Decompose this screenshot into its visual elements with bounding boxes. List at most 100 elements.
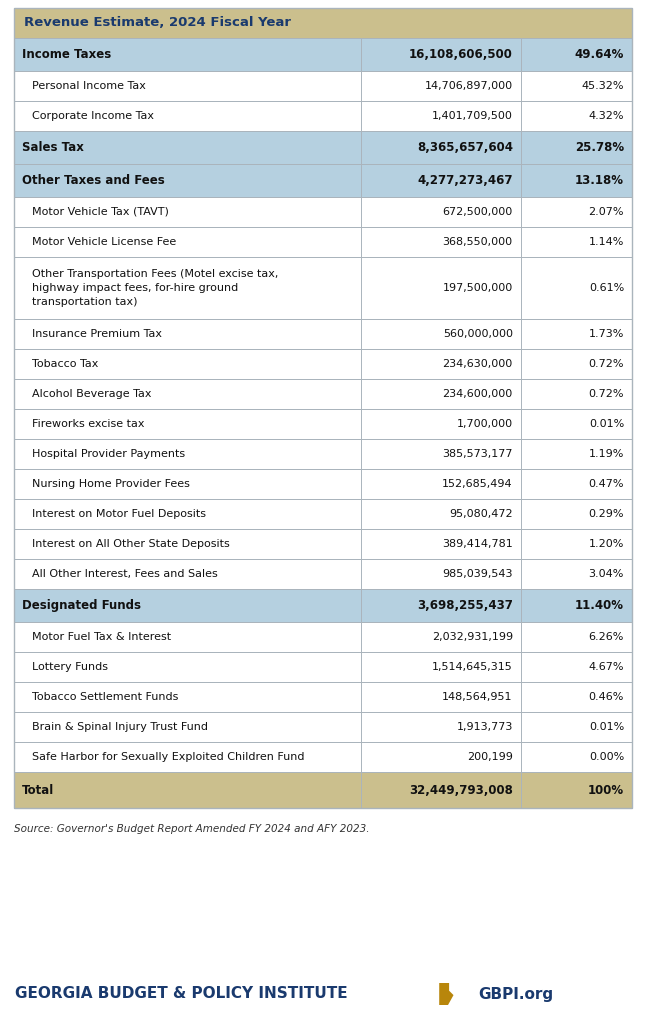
Bar <box>14 622 632 652</box>
Text: 1.73%: 1.73% <box>589 329 624 339</box>
Text: 385,573,177: 385,573,177 <box>443 449 513 459</box>
Text: 197,500,000: 197,500,000 <box>443 283 513 293</box>
Text: 1.19%: 1.19% <box>589 449 624 459</box>
Text: 0.72%: 0.72% <box>589 389 624 399</box>
Bar <box>14 379 632 409</box>
Bar <box>14 131 632 164</box>
Bar <box>14 101 632 131</box>
Bar <box>14 257 632 319</box>
Text: 200,199: 200,199 <box>467 752 513 762</box>
Text: 0.61%: 0.61% <box>589 283 624 293</box>
Bar <box>14 349 632 379</box>
Text: Lottery Funds: Lottery Funds <box>32 662 108 672</box>
Text: 234,630,000: 234,630,000 <box>443 359 513 369</box>
Text: 4.67%: 4.67% <box>589 662 624 672</box>
Bar <box>14 559 632 589</box>
Text: 8,365,657,604: 8,365,657,604 <box>417 141 513 154</box>
Text: 16,108,606,500: 16,108,606,500 <box>409 48 513 61</box>
Bar <box>14 319 632 349</box>
Text: Interest on All Other State Deposits: Interest on All Other State Deposits <box>32 539 230 549</box>
Text: 1,913,773: 1,913,773 <box>456 722 513 732</box>
Text: 4,277,273,467: 4,277,273,467 <box>417 174 513 187</box>
Bar <box>14 409 632 439</box>
Polygon shape <box>439 983 453 1005</box>
Text: 985,039,543: 985,039,543 <box>443 569 513 579</box>
Bar <box>14 712 632 742</box>
Text: Designated Funds: Designated Funds <box>22 599 141 612</box>
Bar <box>14 439 632 469</box>
Text: 2.07%: 2.07% <box>589 207 624 217</box>
Text: 234,600,000: 234,600,000 <box>443 389 513 399</box>
Text: 0.01%: 0.01% <box>589 419 624 429</box>
Text: 1.14%: 1.14% <box>589 237 624 247</box>
Text: 560,000,000: 560,000,000 <box>443 329 513 339</box>
Bar <box>14 499 632 529</box>
Text: All Other Interest, Fees and Sales: All Other Interest, Fees and Sales <box>32 569 218 579</box>
Text: 13.18%: 13.18% <box>575 174 624 187</box>
Bar <box>14 227 632 257</box>
Text: Motor Vehicle Tax (TAVT): Motor Vehicle Tax (TAVT) <box>32 207 169 217</box>
Text: Alcohol Beverage Tax: Alcohol Beverage Tax <box>32 389 152 399</box>
Text: Income Taxes: Income Taxes <box>22 48 111 61</box>
Text: GEORGIA BUDGET & POLICY INSTITUTE: GEORGIA BUDGET & POLICY INSTITUTE <box>15 986 347 1001</box>
Text: Nursing Home Provider Fees: Nursing Home Provider Fees <box>32 479 190 489</box>
Bar <box>14 682 632 712</box>
Text: Tobacco Settlement Funds: Tobacco Settlement Funds <box>32 692 178 702</box>
Bar <box>14 164 632 197</box>
Text: 152,685,494: 152,685,494 <box>442 479 513 489</box>
Text: 0.00%: 0.00% <box>589 752 624 762</box>
Text: 1,700,000: 1,700,000 <box>457 419 513 429</box>
Bar <box>14 652 632 682</box>
Text: 3,698,255,437: 3,698,255,437 <box>417 599 513 612</box>
Text: Other Transportation Fees (Motel excise tax,
highway impact fees, for-hire groun: Other Transportation Fees (Motel excise … <box>32 269 278 307</box>
Text: 25.78%: 25.78% <box>575 141 624 154</box>
Bar <box>14 469 632 499</box>
Bar <box>14 8 632 808</box>
Text: Source: Governor's Budget Report Amended FY 2024 and AFY 2023.: Source: Governor's Budget Report Amended… <box>14 824 370 834</box>
Text: 1,401,709,500: 1,401,709,500 <box>432 111 513 121</box>
Text: GBPI.org: GBPI.org <box>478 986 553 1001</box>
Text: 11.40%: 11.40% <box>575 599 624 612</box>
Text: 672,500,000: 672,500,000 <box>443 207 513 217</box>
Text: Brain & Spinal Injury Trust Fund: Brain & Spinal Injury Trust Fund <box>32 722 208 732</box>
Text: Personal Income Tax: Personal Income Tax <box>32 81 146 91</box>
Text: 389,414,781: 389,414,781 <box>442 539 513 549</box>
Text: Corporate Income Tax: Corporate Income Tax <box>32 111 154 121</box>
Text: 1,514,645,315: 1,514,645,315 <box>432 662 513 672</box>
Text: Fireworks excise tax: Fireworks excise tax <box>32 419 145 429</box>
Bar <box>14 772 632 808</box>
Text: Revenue Estimate, 2024 Fiscal Year: Revenue Estimate, 2024 Fiscal Year <box>24 16 291 30</box>
Text: Sales Tax: Sales Tax <box>22 141 84 154</box>
Text: 2,032,931,199: 2,032,931,199 <box>432 632 513 642</box>
Bar <box>14 742 632 772</box>
Text: Motor Fuel Tax & Interest: Motor Fuel Tax & Interest <box>32 632 171 642</box>
Text: 0.46%: 0.46% <box>589 692 624 702</box>
Text: 32,449,793,008: 32,449,793,008 <box>409 783 513 797</box>
Text: 0.01%: 0.01% <box>589 722 624 732</box>
Bar <box>14 197 632 227</box>
Text: Interest on Motor Fuel Deposits: Interest on Motor Fuel Deposits <box>32 509 206 519</box>
Text: 148,564,951: 148,564,951 <box>443 692 513 702</box>
Bar <box>14 529 632 559</box>
Bar <box>14 38 632 71</box>
Text: 45.32%: 45.32% <box>581 81 624 91</box>
Text: 368,550,000: 368,550,000 <box>443 237 513 247</box>
Text: 0.29%: 0.29% <box>589 509 624 519</box>
Text: Motor Vehicle License Fee: Motor Vehicle License Fee <box>32 237 176 247</box>
Text: 100%: 100% <box>588 783 624 797</box>
Text: 3.04%: 3.04% <box>589 569 624 579</box>
Bar <box>14 589 632 622</box>
Text: 4.32%: 4.32% <box>589 111 624 121</box>
Text: Safe Harbor for Sexually Exploited Children Fund: Safe Harbor for Sexually Exploited Child… <box>32 752 304 762</box>
Text: 0.47%: 0.47% <box>589 479 624 489</box>
Text: Other Taxes and Fees: Other Taxes and Fees <box>22 174 165 187</box>
Text: 1.20%: 1.20% <box>589 539 624 549</box>
Text: 95,080,472: 95,080,472 <box>449 509 513 519</box>
Text: Total: Total <box>22 783 54 797</box>
Text: 6.26%: 6.26% <box>589 632 624 642</box>
Text: Hospital Provider Payments: Hospital Provider Payments <box>32 449 185 459</box>
Text: 0.72%: 0.72% <box>589 359 624 369</box>
Text: Tobacco Tax: Tobacco Tax <box>32 359 98 369</box>
Bar <box>14 71 632 101</box>
Text: 14,706,897,000: 14,706,897,000 <box>424 81 513 91</box>
